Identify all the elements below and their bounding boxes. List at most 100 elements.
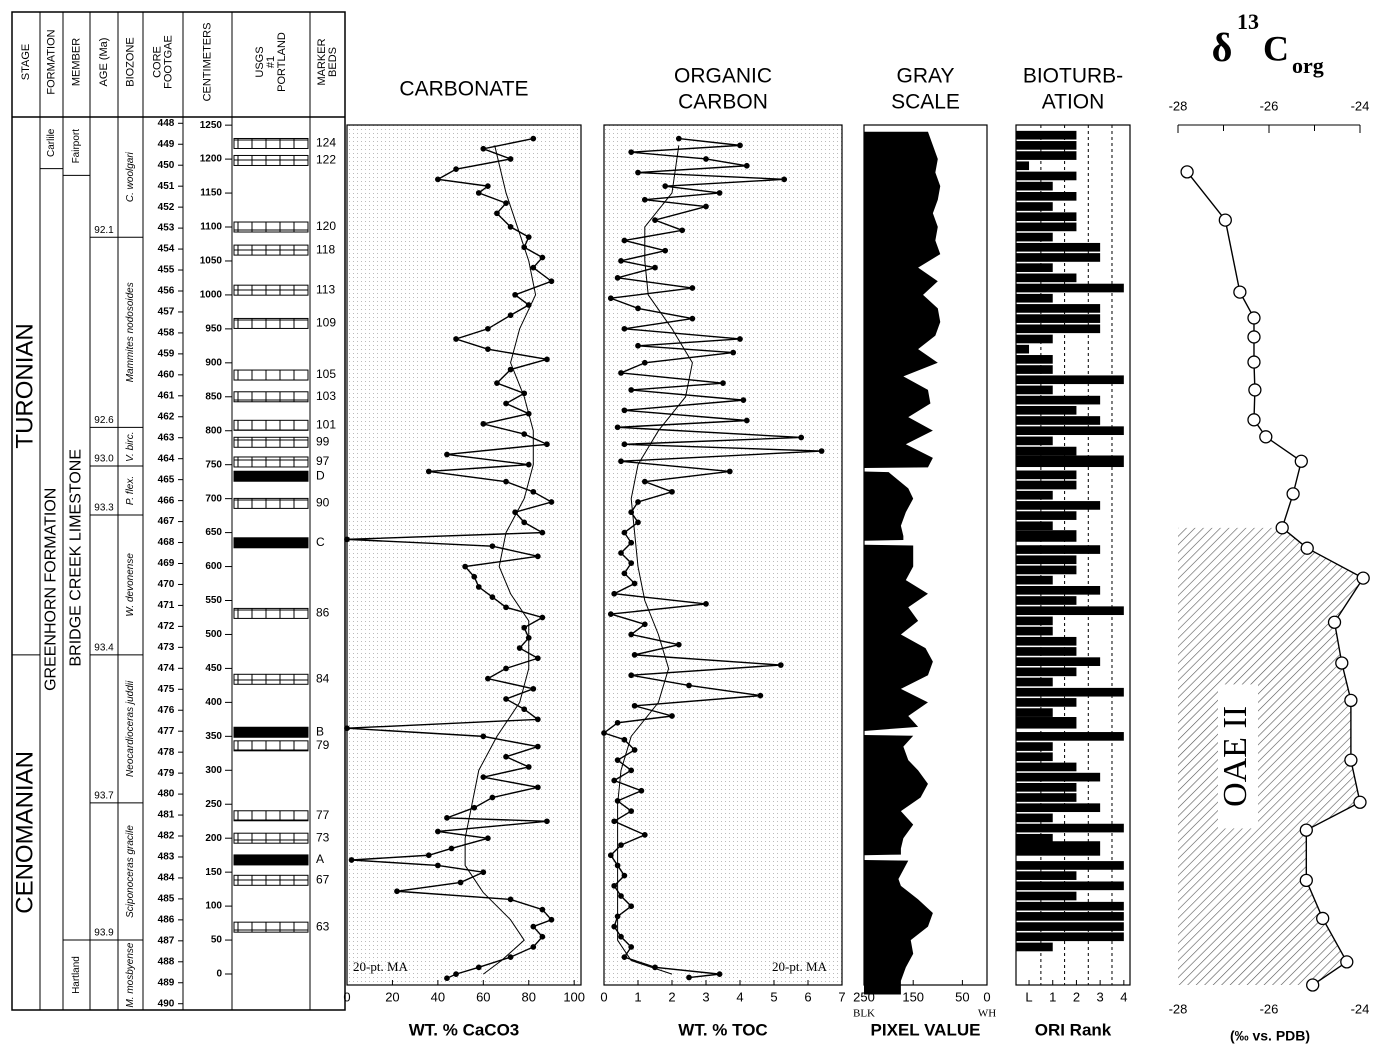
data-point	[536, 554, 540, 558]
data-point	[472, 806, 476, 810]
column-header: FOOTGAE	[162, 35, 174, 89]
bar	[1016, 902, 1124, 911]
footage-label: 486	[158, 915, 175, 926]
bar	[1016, 324, 1100, 333]
data-point	[629, 904, 633, 908]
data-point	[632, 581, 636, 585]
lithology-bed	[234, 811, 308, 821]
footage-label: 475	[158, 684, 175, 695]
bar	[1016, 161, 1029, 170]
x-tick-label: 3	[702, 989, 709, 1004]
data-point	[395, 889, 399, 893]
column-header: STAGE	[20, 44, 32, 80]
depth-label: 650	[205, 527, 222, 538]
bar	[1016, 824, 1124, 833]
data-point	[540, 530, 544, 534]
footage-label: 474	[158, 663, 175, 674]
data-point	[486, 676, 490, 680]
data-point	[504, 401, 508, 405]
data-point	[531, 687, 535, 691]
depth-label: 1150	[200, 188, 222, 199]
marker-bed-label: 113	[316, 282, 335, 296]
data-point	[1345, 694, 1357, 706]
lithology-bed	[234, 608, 308, 618]
bar	[1016, 717, 1076, 729]
end-label: WH	[978, 1008, 996, 1020]
lithology-bed	[234, 741, 308, 751]
data-point	[629, 150, 633, 154]
panel-title: SCALE	[891, 91, 960, 114]
panel-title: BIOTURB-	[1023, 65, 1123, 88]
x-tick-label: 40	[431, 989, 445, 1004]
marker-bed-label: 79	[316, 738, 330, 752]
footage-label: 460	[158, 369, 175, 380]
lithology-bed	[234, 855, 308, 865]
data-point	[427, 853, 431, 857]
lithology-bed	[234, 420, 308, 430]
footage-label: 490	[158, 998, 175, 1009]
members-label: Hartland	[71, 956, 82, 994]
footage-label: 466	[158, 495, 175, 506]
data-point	[504, 605, 508, 609]
data-point	[445, 452, 449, 456]
footage-label: 471	[158, 600, 175, 611]
data-point	[1300, 874, 1312, 886]
data-point	[629, 945, 633, 949]
data-point	[522, 707, 526, 711]
data-point	[1287, 488, 1299, 500]
data-point	[677, 136, 681, 140]
data-point	[508, 225, 512, 229]
age-label: 93.7	[94, 791, 114, 802]
bar	[1016, 647, 1076, 656]
depth-label: 850	[205, 391, 222, 402]
marker-bed-label: 97	[316, 454, 330, 468]
data-point	[1341, 956, 1353, 968]
bar	[1016, 345, 1029, 354]
figure: STAGEFORMATIONMEMBERAGE (Ma)BIOZONECOREF…	[0, 0, 1379, 1047]
bar	[1016, 742, 1053, 751]
data-point	[622, 238, 626, 242]
data-point	[549, 279, 553, 283]
column-header: PORTLAND	[276, 32, 288, 92]
data-point	[1357, 572, 1369, 584]
bar	[1016, 922, 1124, 931]
data-point	[680, 228, 684, 232]
depth-label: 450	[205, 663, 222, 674]
marker-bed-label: B	[316, 724, 324, 738]
biozones-label: P. flex.	[125, 476, 136, 505]
x-tick-label: 0	[983, 989, 990, 1004]
data-point	[629, 768, 633, 772]
lithology-bed	[234, 674, 308, 684]
data-point	[436, 863, 440, 867]
data-point	[738, 337, 742, 341]
data-point	[636, 520, 640, 524]
data-point	[522, 625, 526, 629]
age-label: 93.9	[94, 928, 114, 939]
bar	[1016, 284, 1124, 293]
data-point	[1329, 616, 1341, 628]
bar	[1016, 192, 1076, 201]
bar	[1016, 274, 1076, 283]
column-header: MEMBER	[70, 38, 82, 86]
data-point	[454, 972, 458, 976]
footage-label: 480	[158, 789, 175, 800]
age-label: 93.3	[94, 503, 114, 514]
data-point	[619, 843, 623, 847]
x-axis-label: PIXEL VALUE	[871, 1020, 981, 1039]
footage-label: 485	[158, 894, 175, 905]
title-subscript: org	[1292, 53, 1324, 78]
depth-label: 550	[205, 595, 222, 606]
bar	[1016, 688, 1124, 697]
data-point	[619, 551, 623, 555]
bar	[1016, 841, 1100, 855]
footage-label: 456	[158, 286, 175, 297]
data-point	[531, 136, 535, 140]
data-point	[622, 408, 626, 412]
data-point	[517, 646, 521, 650]
bar	[1016, 617, 1053, 626]
data-point	[615, 758, 619, 762]
lithology-bed	[234, 437, 308, 447]
panel-background	[347, 125, 581, 985]
bar	[1016, 491, 1053, 500]
data-point	[463, 564, 467, 568]
